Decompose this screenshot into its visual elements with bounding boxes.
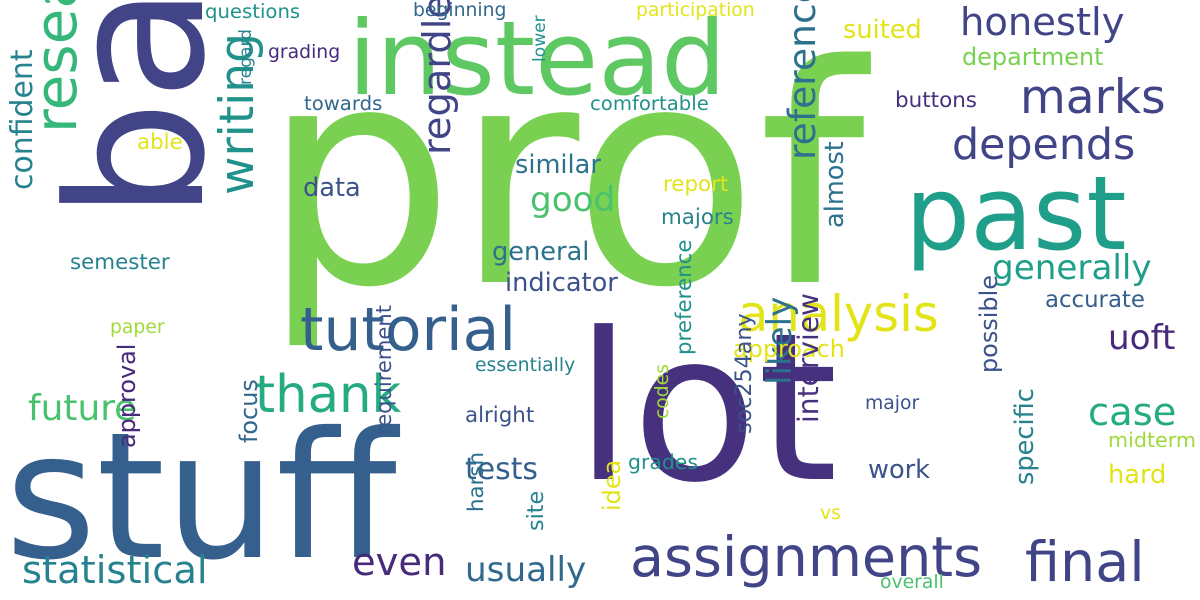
word-lot: lot — [575, 290, 838, 528]
word-able: able — [137, 130, 183, 155]
word-requirement: requirement — [371, 305, 396, 435]
word-approach: approach — [733, 335, 845, 363]
word-almost: almost — [820, 141, 850, 228]
word-regard: regard — [236, 29, 256, 85]
word-accurate: accurate — [1045, 287, 1145, 313]
word-bad: bad — [28, 0, 247, 220]
word-analysis: analysis — [738, 285, 939, 343]
word-past: past — [905, 155, 1127, 274]
word-site: site — [523, 491, 549, 531]
word-final: final — [1025, 530, 1145, 595]
word-preference: preference — [672, 239, 697, 355]
word-work: work — [868, 455, 930, 485]
word-essentially: essentially — [475, 355, 575, 376]
word-focus: focus — [235, 379, 263, 443]
word-writing: writing — [210, 33, 265, 195]
word-stuff: stuff — [5, 395, 401, 599]
word-beginning: beginning — [413, 0, 506, 21]
word-good: good — [530, 180, 615, 220]
word-specific: specific — [1010, 388, 1040, 485]
word-paper: paper — [110, 317, 165, 338]
word-statistical: statistical — [22, 548, 208, 593]
word-similar: similar — [515, 150, 601, 180]
word-buttons: buttons — [895, 88, 977, 113]
word-report: report — [663, 172, 728, 197]
word-suited: suited — [843, 15, 922, 45]
word-soc254any: soc254any — [731, 313, 757, 434]
word-possible: possible — [975, 275, 1003, 373]
word-uoft: uoft — [1108, 318, 1175, 358]
word-midterm: midterm — [1108, 428, 1196, 452]
word-approval: approval — [113, 344, 141, 448]
word-tutorial: tutorial — [300, 295, 516, 365]
word-tests: tests — [465, 452, 538, 487]
word-confident: confident — [5, 49, 40, 190]
word-general: general — [492, 237, 589, 267]
word-questions: questions — [205, 0, 300, 23]
word-prof: prof — [262, 0, 872, 354]
word-reference: reference — [780, 0, 824, 160]
word-harsh: harsh — [464, 452, 489, 512]
word-honestly: honestly — [960, 0, 1124, 45]
word-towards: towards — [304, 92, 382, 115]
word-data: data — [303, 173, 361, 203]
word-likely: likely — [760, 297, 800, 385]
word-grading: grading — [268, 42, 340, 63]
word-regardless: regardless — [415, 0, 460, 155]
word-thank: thank — [255, 365, 401, 425]
word-interview: interview — [792, 293, 825, 423]
word-assignments: assignments — [630, 525, 982, 590]
word-depends: depends — [952, 120, 1135, 170]
word-hard: hard — [1108, 460, 1166, 490]
word-case: case — [1088, 390, 1176, 435]
word-vs: vs — [820, 503, 841, 524]
word-alright: alright — [465, 403, 534, 428]
word-codes: codes — [652, 364, 673, 419]
word-future: future — [28, 388, 136, 429]
word-generally: generally — [992, 248, 1152, 288]
word-grades: grades — [628, 450, 698, 474]
word-idea: idea — [598, 460, 626, 511]
word-major: major — [865, 393, 920, 414]
word-majors: majors — [661, 205, 734, 230]
word-semester: semester — [70, 250, 170, 275]
word-instead: instead — [348, 0, 726, 119]
word-research: research — [22, 0, 90, 133]
word-marks: marks — [1020, 70, 1166, 125]
word-participation: participation — [636, 0, 755, 21]
word-lower: lower — [530, 14, 550, 62]
word-even: even — [352, 540, 446, 585]
word-department: department — [962, 43, 1104, 71]
word-usually: usually — [465, 550, 586, 590]
word-comfortable: comfortable — [590, 92, 709, 115]
word-overall: overall — [880, 572, 944, 593]
word-indicator: indicator — [505, 268, 618, 298]
